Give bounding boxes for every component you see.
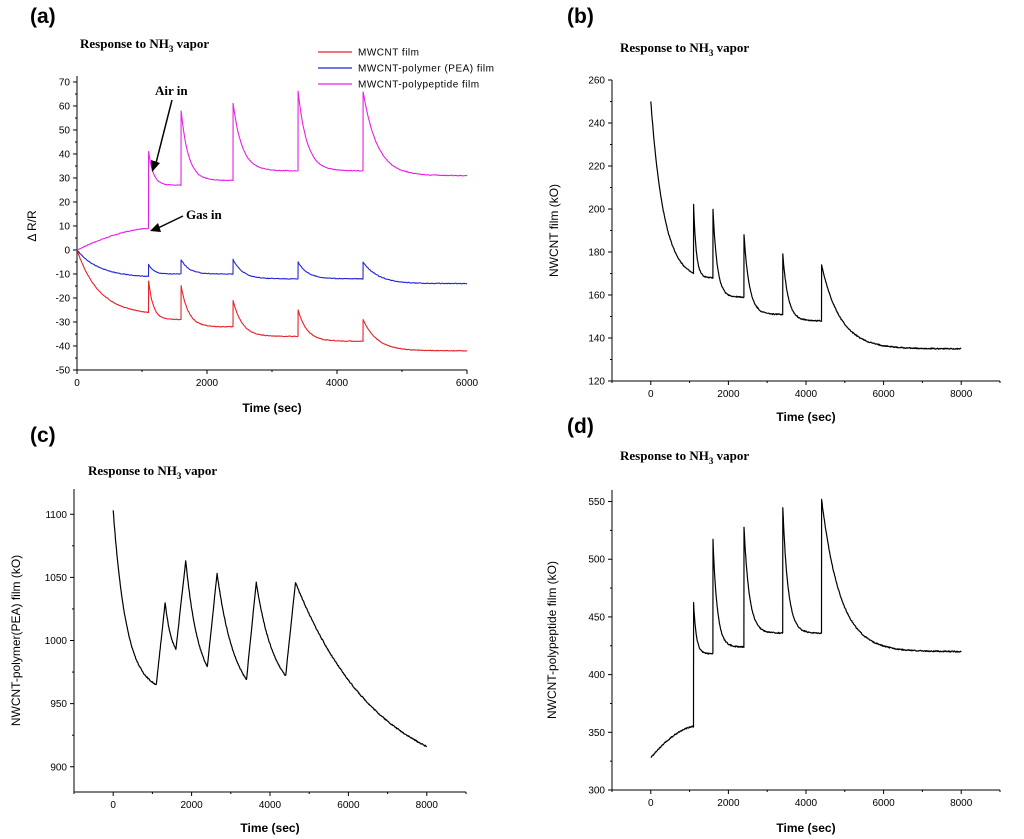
- chart-title: Response to NH3 vapor: [620, 448, 749, 466]
- x-tick-label: 6000: [456, 378, 479, 389]
- series-line-mwcnt-film: [76, 249, 468, 352]
- y-tick-label: 500: [588, 555, 605, 566]
- x-tick-label: 2000: [717, 798, 740, 809]
- y-axis-label: NWCNT film (kO): [547, 184, 561, 277]
- x-axis-label: Time (sec): [240, 821, 299, 835]
- y-tick-label: 40: [59, 150, 71, 161]
- panel-a: (a) Response to NH3 vapor -50 -40 -30 -20 -10 0…: [25, 5, 494, 415]
- x-tick-label: 8000: [416, 800, 439, 811]
- chart-title: Response to NH3 vapor: [80, 36, 209, 54]
- y-axis-label: NWCNT-polypeptide film (kO): [545, 561, 559, 719]
- panel-c: (c) Response to NH3 vapor 900 950 1000 1050 11…: [9, 424, 467, 835]
- y-tick-label: 160: [588, 291, 605, 302]
- panel-d: (d) Response to NH3 vapor 300 350 400 450 500 5…: [545, 415, 1001, 835]
- series-line-nwcnt-film: [650, 101, 962, 350]
- x-tick-label: 8000: [950, 798, 973, 809]
- y-tick-label: 300: [588, 786, 605, 797]
- x-tick-label: 0: [74, 378, 80, 389]
- y-tick-label: 1050: [45, 573, 68, 584]
- y-tick-label: 1100: [45, 510, 67, 521]
- y-tick-label: -50: [56, 366, 71, 377]
- y-tick-label: 70: [59, 78, 71, 89]
- panel-label: (b): [567, 5, 594, 28]
- arrow-gas-in-head: [150, 223, 161, 232]
- y-tick-label: 140: [588, 334, 605, 345]
- y-tick-label: 20: [59, 198, 71, 209]
- x-axis-label: Time (sec): [776, 821, 835, 835]
- y-tick-label: 120: [588, 377, 605, 388]
- y-tick-label: 240: [588, 119, 605, 130]
- y-tick-label: 1000: [45, 636, 68, 647]
- x-tick-label: 6000: [337, 800, 360, 811]
- y-axis-label: NWCNT-polymer(PEA) film (kO): [9, 555, 23, 726]
- x-tick-label: 4000: [259, 800, 282, 811]
- x-tick-label: 2000: [196, 378, 219, 389]
- x-tick-label: 2000: [717, 389, 740, 400]
- y-tick-label: 200: [588, 205, 605, 216]
- arrow-air-in: [155, 99, 173, 164]
- y-tick-label: 450: [588, 612, 605, 623]
- x-tick-label: 6000: [872, 798, 895, 809]
- y-tick-label: -10: [56, 270, 71, 281]
- y-axis-label: Δ R/R: [25, 210, 39, 242]
- legend-entry: MWCNT-polymer (PEA) film: [358, 64, 494, 75]
- series-line-nwcnt-polymer-pea-film: [112, 510, 428, 748]
- y-tick-label: 180: [588, 248, 605, 259]
- panel-b: (b) Response to NH3 vapor 120 140 160 180 200 2…: [547, 5, 1001, 424]
- panel-label: (c): [30, 424, 56, 447]
- annotation-air-in: Air in: [155, 83, 188, 98]
- y-tick-label: 30: [59, 174, 71, 185]
- x-tick-label: 2000: [180, 800, 203, 811]
- series-line-mwcnt-polymer-pea-film: [76, 249, 468, 285]
- y-tick-label: 400: [588, 670, 605, 681]
- y-tick-label: 950: [50, 699, 67, 710]
- x-tick-label: 0: [110, 800, 116, 811]
- panel-label: (d): [567, 415, 594, 438]
- y-tick-label: 550: [588, 497, 605, 508]
- y-tick-label: -20: [56, 294, 71, 305]
- x-axis-label: Time (sec): [242, 401, 301, 415]
- chart-title: Response to NH3 vapor: [620, 40, 749, 58]
- y-tick-label: 900: [50, 762, 67, 773]
- y-tick-label: 50: [59, 126, 71, 137]
- x-tick-label: 6000: [872, 389, 895, 400]
- y-tick-label: 10: [59, 222, 71, 233]
- y-tick-label: 60: [59, 102, 71, 113]
- y-tick-label: 220: [588, 162, 605, 173]
- y-tick-label: 260: [588, 76, 605, 87]
- y-tick-label: 0: [64, 246, 70, 257]
- x-tick-label: 8000: [950, 389, 973, 400]
- chart-title: Response to NH3 vapor: [88, 463, 217, 481]
- y-tick-label: 350: [588, 728, 605, 739]
- series-line-mwcnt-polypeptide-film: [77, 90, 468, 251]
- x-tick-label: 0: [648, 798, 654, 809]
- x-tick-label: 4000: [795, 389, 818, 400]
- arrow-gas-in: [157, 215, 184, 229]
- x-axis-label: Time (sec): [776, 410, 835, 424]
- arrow-air-in-head: [151, 160, 160, 172]
- panel-label: (a): [30, 5, 56, 28]
- x-tick-label: 4000: [795, 798, 818, 809]
- series-line-nwcnt-polypeptide-film: [650, 498, 962, 759]
- y-tick-label: -40: [56, 342, 71, 353]
- x-tick-label: 4000: [326, 378, 349, 389]
- legend-entry: MWCNT-polypeptide film: [358, 80, 480, 91]
- annotation-gas-in: Gas in: [186, 207, 223, 222]
- x-tick-label: 0: [648, 389, 654, 400]
- y-tick-label: -30: [56, 318, 71, 329]
- legend-entry: MWCNT film: [358, 48, 419, 59]
